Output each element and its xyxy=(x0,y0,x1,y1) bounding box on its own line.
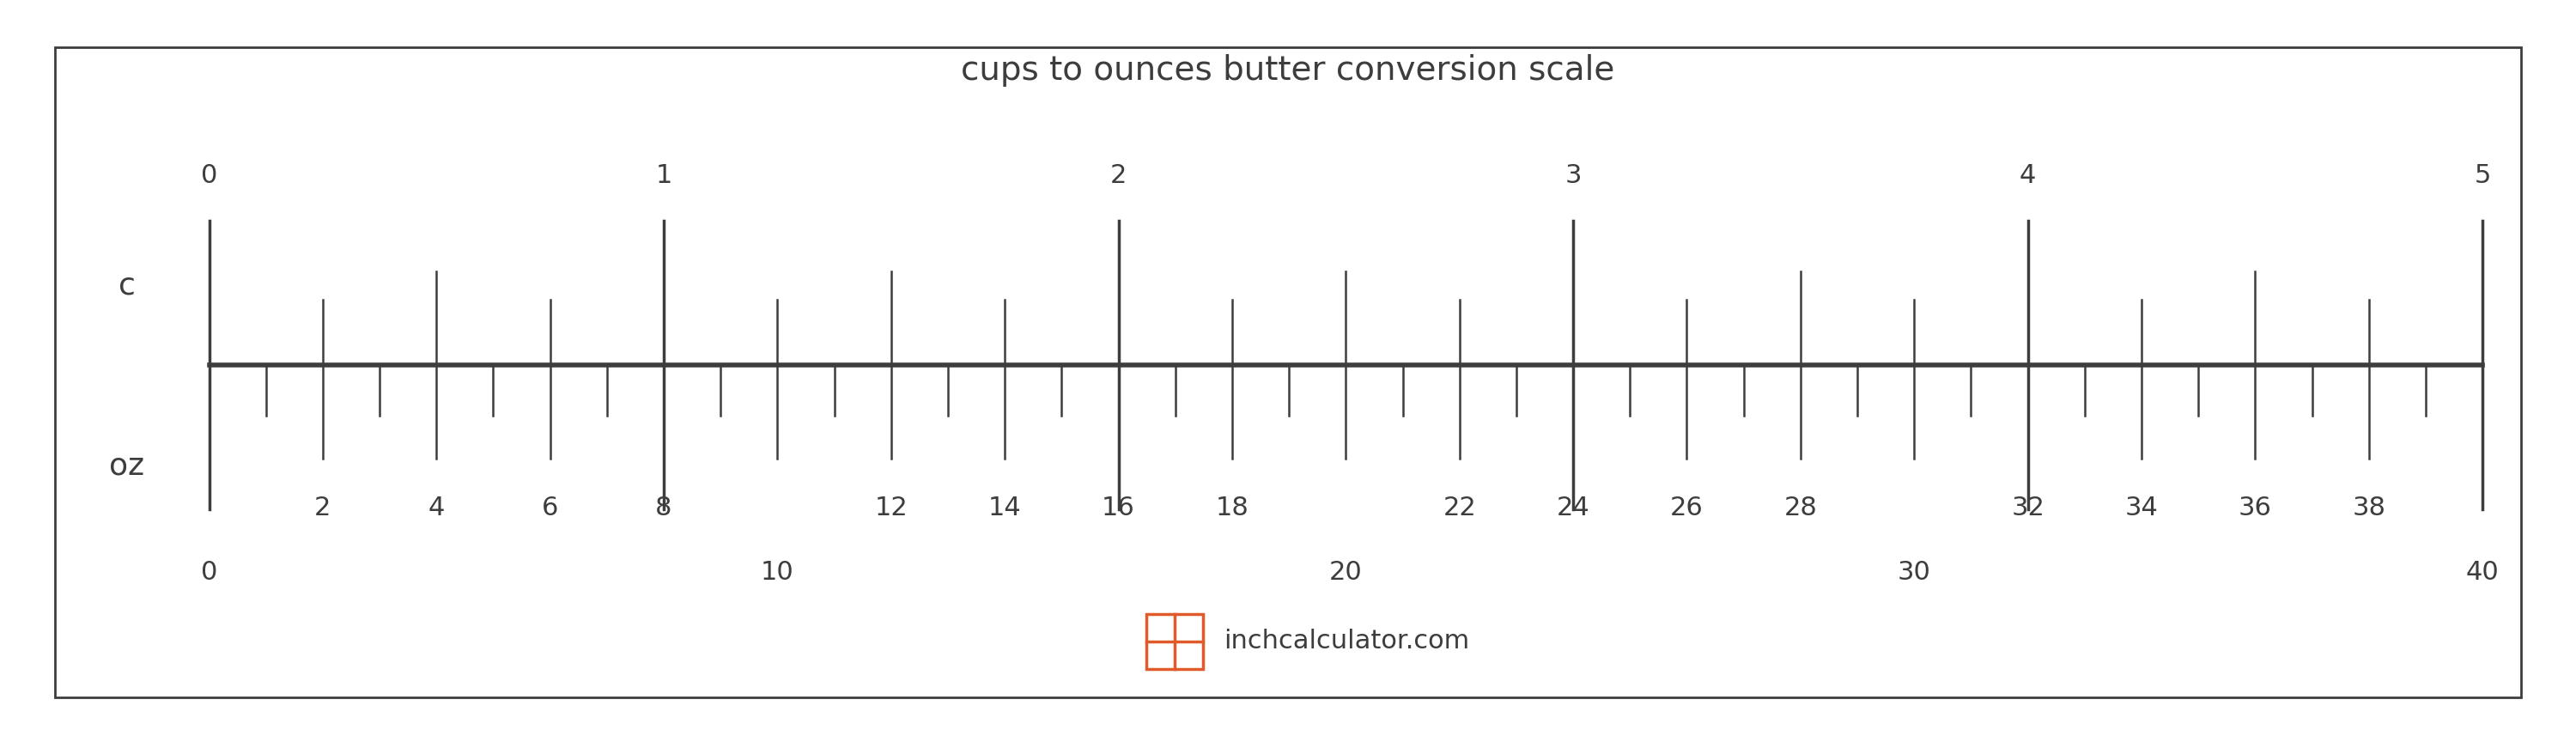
Text: 12: 12 xyxy=(873,495,907,520)
Text: oz: oz xyxy=(108,452,144,481)
Text: 26: 26 xyxy=(1669,495,1703,520)
Text: 28: 28 xyxy=(1783,495,1816,520)
Text: 5: 5 xyxy=(2473,163,2491,188)
Text: 1: 1 xyxy=(654,163,672,188)
Text: 2: 2 xyxy=(1110,163,1126,188)
Text: 16: 16 xyxy=(1103,495,1136,520)
Text: 6: 6 xyxy=(541,495,559,520)
Text: 34: 34 xyxy=(2125,495,2159,520)
Text: 32: 32 xyxy=(2012,495,2045,520)
Text: 3: 3 xyxy=(1564,163,1582,188)
Text: 38: 38 xyxy=(2352,495,2385,520)
Text: 30: 30 xyxy=(1899,560,1932,585)
Text: 18: 18 xyxy=(1216,495,1249,520)
Text: 4: 4 xyxy=(2020,163,2035,188)
Text: 8: 8 xyxy=(654,495,672,520)
Text: 4: 4 xyxy=(428,495,446,520)
Text: 0: 0 xyxy=(201,560,216,585)
Text: 20: 20 xyxy=(1329,560,1363,585)
Text: 2: 2 xyxy=(314,495,332,520)
Text: 14: 14 xyxy=(989,495,1023,520)
Text: 36: 36 xyxy=(2239,495,2272,520)
Text: c: c xyxy=(118,271,137,300)
Text: 10: 10 xyxy=(760,560,793,585)
Text: cups to ounces butter conversion scale: cups to ounces butter conversion scale xyxy=(961,54,1615,87)
Text: 40: 40 xyxy=(2465,560,2499,585)
Text: 22: 22 xyxy=(1443,495,1476,520)
Text: 0: 0 xyxy=(201,163,216,188)
Text: 24: 24 xyxy=(1556,495,1589,520)
Text: inchcalculator.com: inchcalculator.com xyxy=(1224,629,1468,654)
